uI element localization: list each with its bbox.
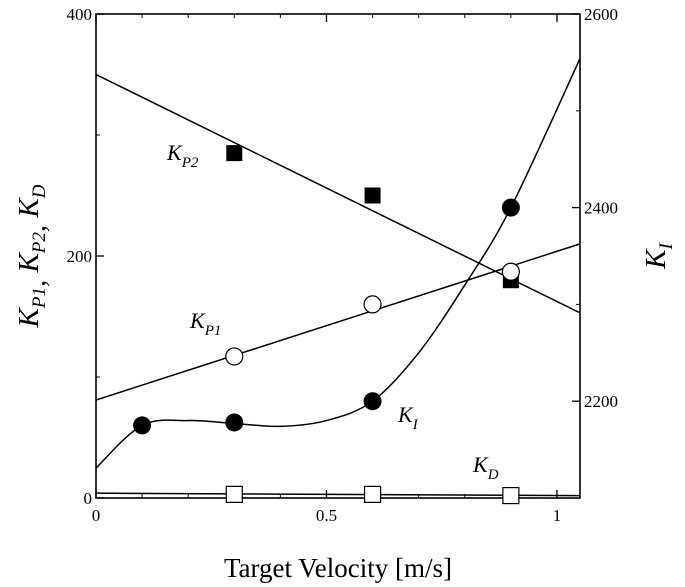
y-right-tick-label-0: 2200: [584, 392, 618, 411]
y-left-tick-label-1: 200: [67, 247, 93, 266]
kp1-series-label: KP1: [189, 308, 221, 339]
kp2-point-1: [364, 187, 381, 204]
y-right-tick-label-1: 2400: [584, 199, 618, 218]
y-left-axis-title: KP1, KP2, KD: [13, 184, 52, 328]
axis-ticks: 0 0.5 1 0 200 400 2200 2400 2600: [67, 5, 619, 525]
y-left-tick-label-2: 400: [67, 5, 93, 24]
y-left-tick-label-0: 0: [84, 489, 93, 508]
ki-fit-line: [96, 58, 580, 469]
kp1-point-0: [225, 347, 244, 366]
kd-point-2: [502, 486, 520, 505]
y-right-tick-label-2: 2600: [584, 5, 618, 24]
kp2-point-0: [226, 145, 243, 162]
x-axis-title: Target Velocity [m/s]: [224, 553, 452, 583]
kd-fit-line: [96, 492, 580, 497]
plot-frame: [95, 13, 581, 499]
x-tick-label-2: 1: [553, 506, 562, 525]
kp1-fit-line: [96, 243, 580, 401]
kp1-point-1: [363, 295, 382, 314]
ki-point-0: [133, 416, 152, 435]
ki-point-1: [225, 413, 244, 432]
kd-series-label: KD: [472, 452, 499, 483]
kd-point-0: [225, 485, 243, 503]
y-right-axis-title: KI: [640, 241, 677, 269]
kp1-point-2: [501, 262, 520, 281]
x-tick-label-1: 0.5: [316, 506, 337, 525]
data-markers: [133, 145, 520, 505]
x-tick-label-0: 0: [92, 506, 101, 525]
kp2-series-label: KP2: [166, 140, 199, 171]
kd-point-1: [363, 485, 382, 503]
ki-point-2: [363, 392, 382, 411]
ki-series-label: KI: [397, 402, 419, 433]
fit-lines: [96, 58, 580, 497]
labels: KP2 KP1 KI KD KP1, KP2, KD KI: [13, 140, 677, 483]
ki-point-3: [501, 198, 520, 217]
kp2-fit-line: [96, 73, 580, 314]
